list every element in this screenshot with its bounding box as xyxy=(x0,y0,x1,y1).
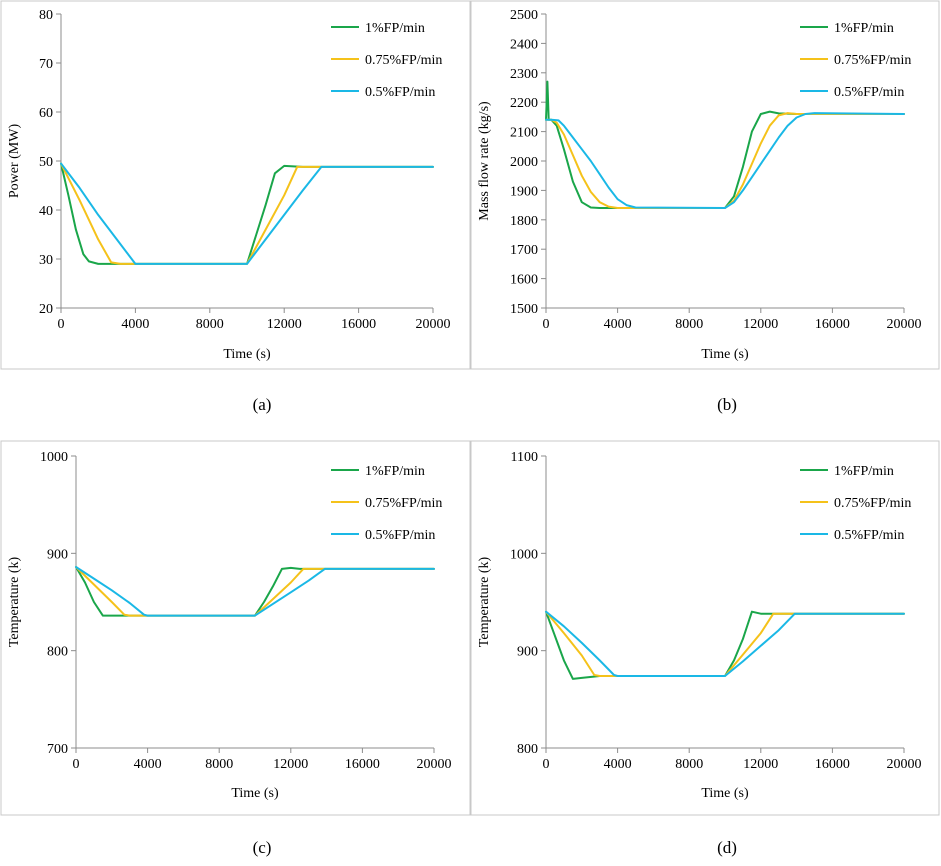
y-tick-label: 1000 xyxy=(40,450,68,465)
x-tick-label: 8000 xyxy=(675,757,703,772)
series-line-1 xyxy=(60,162,434,265)
x-tick-label: 16000 xyxy=(345,757,380,772)
chart-panel-c: 700 800 900 1000 0 4000 8000 12000 16000 20000 Tim… xyxy=(0,440,471,857)
y-tick-label: 700 xyxy=(47,742,68,757)
panel-label: (c) xyxy=(253,838,272,857)
y-tick-label: 60 xyxy=(39,106,53,121)
y-tick-label: 2400 xyxy=(510,37,538,52)
panel-label: (b) xyxy=(717,395,737,414)
chart-panel-a: 20 30 40 50 60 70 80 0 4000 8000 12000 16000 20000 Ti… xyxy=(0,0,471,414)
panel-label: (a) xyxy=(253,395,272,414)
x-axis-title: Time (s) xyxy=(701,786,749,801)
legend-label: 0.5%FP/min xyxy=(834,85,904,100)
chart-panel-d: 800 900 1000 1100 0 4000 8000 12000 16000 20000 Ti… xyxy=(470,440,940,857)
y-axis-title: Power (MW) xyxy=(7,124,22,199)
x-tick-label: 16000 xyxy=(815,757,850,772)
y-tick-label: 20 xyxy=(39,302,53,317)
x-tick-label: 12000 xyxy=(273,757,308,772)
legend-label: 0.5%FP/min xyxy=(834,528,904,543)
legend-label: 1%FP/min xyxy=(365,21,425,36)
x-tick-label: 20000 xyxy=(417,757,452,772)
series-line-0 xyxy=(60,162,434,265)
y-axis-title: Mass flow rate (kg/s) xyxy=(477,101,492,221)
y-axis-title: Temperature (k) xyxy=(477,556,492,647)
y-tick-label: 800 xyxy=(517,742,538,757)
x-tick-label: 20000 xyxy=(416,317,451,332)
y-tick-label: 1700 xyxy=(510,243,538,258)
y-tick-label: 2300 xyxy=(510,67,538,82)
x-tick-label: 12000 xyxy=(267,317,302,332)
x-tick-label: 8000 xyxy=(675,317,703,332)
panel-label: (d) xyxy=(717,838,737,857)
series-line-1 xyxy=(75,566,435,617)
legend-label: 0.5%FP/min xyxy=(365,85,435,100)
legend-label: 1%FP/min xyxy=(834,21,894,36)
y-tick-label: 2100 xyxy=(510,126,538,141)
y-tick-label: 900 xyxy=(517,645,538,660)
x-tick-label: 8000 xyxy=(196,317,224,332)
x-tick-label: 0 xyxy=(543,317,550,332)
y-tick-label: 30 xyxy=(39,253,53,268)
x-tick-label: 0 xyxy=(543,757,550,772)
y-axis-title: Temperature (k) xyxy=(7,556,22,647)
x-tick-label: 8000 xyxy=(205,757,233,772)
series-line-0 xyxy=(545,80,905,209)
x-axis-title: Time (s) xyxy=(701,347,749,362)
x-tick-label: 4000 xyxy=(604,757,632,772)
y-tick-label: 1600 xyxy=(510,273,538,288)
panel-frame xyxy=(470,0,940,370)
series-line-2 xyxy=(545,112,905,209)
y-tick-label: 1100 xyxy=(511,450,538,465)
y-tick-label: 2000 xyxy=(510,155,538,170)
y-tick-label: 2500 xyxy=(510,8,538,23)
y-tick-label: 2200 xyxy=(510,96,538,111)
y-tick-label: 1500 xyxy=(510,302,538,317)
panel-frame xyxy=(470,440,940,816)
legend-label: 0.75%FP/min xyxy=(365,53,442,68)
y-tick-label: 50 xyxy=(39,155,53,170)
x-tick-label: 20000 xyxy=(887,317,922,332)
x-axis-title: Time (s) xyxy=(223,347,271,362)
y-tick-label: 80 xyxy=(39,8,53,23)
x-axis-title: Time (s) xyxy=(231,786,279,801)
series-line-0 xyxy=(75,566,435,617)
series-line-2 xyxy=(60,162,434,265)
x-tick-label: 16000 xyxy=(815,317,850,332)
y-tick-label: 1800 xyxy=(510,214,538,229)
y-tick-label: 1900 xyxy=(510,184,538,199)
legend-label: 0.75%FP/min xyxy=(365,496,442,511)
panel-frame xyxy=(0,0,471,370)
y-tick-label: 1000 xyxy=(510,547,538,562)
x-tick-label: 0 xyxy=(73,757,80,772)
legend-label: 1%FP/min xyxy=(834,464,894,479)
series-line-2 xyxy=(75,566,435,617)
x-tick-label: 12000 xyxy=(743,317,778,332)
series-line-2 xyxy=(545,610,905,677)
legend-label: 0.75%FP/min xyxy=(834,53,911,68)
x-tick-label: 16000 xyxy=(341,317,376,332)
legend-label: 0.75%FP/min xyxy=(834,496,911,511)
x-tick-label: 0 xyxy=(58,317,65,332)
x-tick-label: 4000 xyxy=(121,317,149,332)
series-line-1 xyxy=(545,610,905,677)
y-tick-label: 70 xyxy=(39,57,53,72)
y-tick-label: 40 xyxy=(39,204,53,219)
series-line-0 xyxy=(545,610,905,680)
x-tick-label: 12000 xyxy=(743,757,778,772)
x-tick-label: 4000 xyxy=(134,757,162,772)
chart-panel-b: 1500 1600 1700 1800 1900 2000 2100 2200 2300 2400… xyxy=(470,0,940,414)
series-line-1 xyxy=(545,112,905,209)
legend-label: 0.5%FP/min xyxy=(365,528,435,543)
legend-label: 1%FP/min xyxy=(365,464,425,479)
y-tick-label: 800 xyxy=(47,645,68,660)
x-tick-label: 4000 xyxy=(604,317,632,332)
panel-frame xyxy=(0,440,471,816)
x-tick-label: 20000 xyxy=(887,757,922,772)
y-tick-label: 900 xyxy=(47,547,68,562)
